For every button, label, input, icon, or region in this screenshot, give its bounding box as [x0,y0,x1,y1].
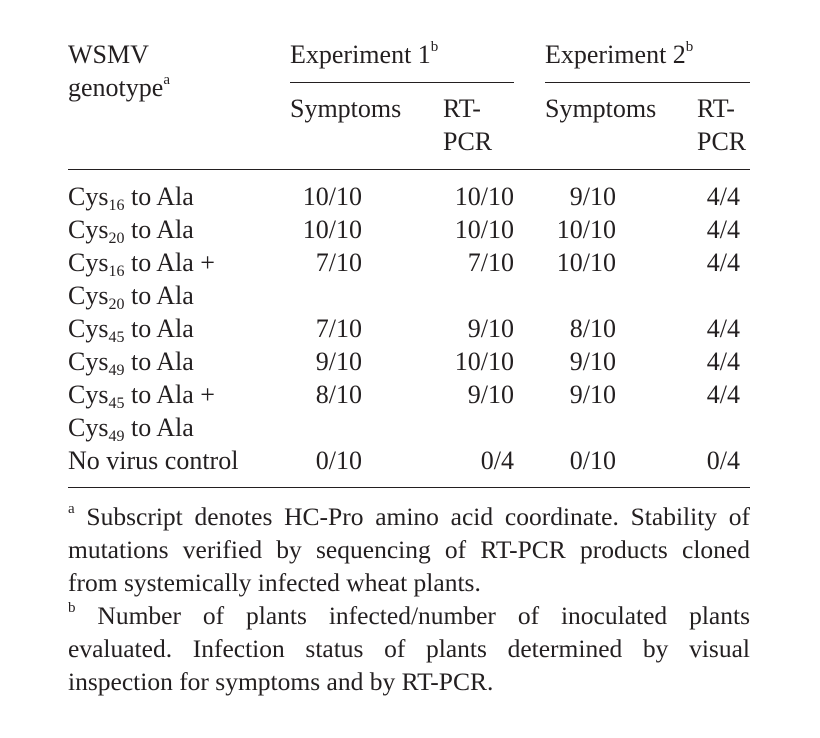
value-cell: 10/10 [556,248,616,277]
value-cell: 4/4 [706,248,740,277]
genotype-cell: Cys20 to Ala [68,279,194,313]
subscript: 45 [108,395,125,412]
genotype-cell: Cys16 to Ala [68,180,194,214]
genotype-text: to Ala [130,182,194,211]
footnote: b Number of plants infected/number of in… [68,599,750,698]
value-cell: 4/4 [706,182,740,211]
value-cell: 10/10 [556,215,616,244]
footnote-text: Subscript denotes HC-Pro amino acid coor… [68,502,751,597]
value-cell: 4/4 [706,347,740,376]
header-text: WSMV [68,40,149,69]
genotype-text: to Ala + [130,380,215,409]
genotype-text: to Ala [130,314,194,343]
column-header: Symptoms [290,94,402,123]
subscript: 45 [108,329,125,346]
genotype-text: Cys [68,248,109,277]
value-cell: 9/10 [569,347,616,376]
value-cell: 0/10 [315,446,362,475]
subscript: 49 [108,362,125,379]
genotype-text: Cys [68,281,109,310]
value-cell: 9/10 [569,182,616,211]
subscript: 20 [108,296,125,313]
value-cell: 4/4 [706,215,740,244]
subscript: 20 [108,230,125,247]
rule [68,169,750,170]
header-text: genotype [68,73,164,102]
rule [545,82,750,83]
value-cell: 10/10 [302,182,362,211]
genotype-text: Cys [68,347,109,376]
value-cell: 7/10 [315,248,362,277]
value-cell: 8/10 [569,314,616,343]
genotype-text: to Ala [130,347,194,376]
value-cell: 0/4 [706,446,740,475]
column-header: genotypea [68,71,170,104]
footnote-marker: b [685,39,694,55]
experiment-header: Experiment 1b [290,38,438,71]
value-cell: 10/10 [454,347,514,376]
subscript: 16 [108,263,125,280]
footnote-marker: b [430,39,439,55]
value-cell: 0/4 [480,446,514,475]
genotype-text: Cys [68,380,109,409]
column-header: PCR [697,127,747,156]
value-cell: 0/10 [569,446,616,475]
header-text: Experiment 1 [290,40,431,69]
column-header: PCR [443,127,493,156]
rule [68,487,750,488]
value-cell: 8/10 [315,380,362,409]
value-cell: 10/10 [454,182,514,211]
genotype-cell: Cys49 to Ala [68,411,194,445]
footnote-marker: a [163,72,170,88]
genotype-text: to Ala [130,281,194,310]
value-cell: 9/10 [315,347,362,376]
genotype-text: Cys [68,413,109,442]
genotype-text: Cys [68,314,109,343]
genotype-cell: Cys45 to Ala [68,312,194,346]
subscript: 16 [108,197,125,214]
value-cell: 4/4 [706,380,740,409]
value-cell: 10/10 [302,215,362,244]
value-cell: 9/10 [467,380,514,409]
genotype-text: to Ala + [130,248,215,277]
genotype-text: Cys [68,182,109,211]
footnote-marker: a [68,501,75,517]
footnote: a Subscript denotes HC-Pro amino acid co… [68,500,750,599]
column-header: RT- [443,94,481,123]
column-header: RT- [697,94,735,123]
genotype-cell: Cys16 to Ala + [68,246,215,280]
header-text: Experiment 2 [545,40,686,69]
genotype-text: No virus control [68,446,239,475]
genotype-text: to Ala [130,413,194,442]
value-cell: 7/10 [315,314,362,343]
genotype-cell: Cys49 to Ala [68,345,194,379]
value-cell: 7/10 [467,248,514,277]
footnote-text: Number of plants infected/number of inoc… [68,601,750,696]
footnote-marker: b [68,600,76,616]
value-cell: 10/10 [454,215,514,244]
value-cell: 9/10 [467,314,514,343]
subscript: 49 [108,428,125,445]
genotype-cell: Cys45 to Ala + [68,378,215,412]
value-cell: 9/10 [569,380,616,409]
genotype-cell: Cys20 to Ala [68,213,194,247]
value-cell: 4/4 [706,314,740,343]
rule [290,82,514,83]
column-header: Symptoms [545,94,657,123]
genotype-text: to Ala [130,215,194,244]
experiment-header: Experiment 2b [545,38,693,71]
column-header: WSMV [68,38,149,71]
genotype-text: Cys [68,215,109,244]
genotype-cell: No virus control [68,444,238,477]
